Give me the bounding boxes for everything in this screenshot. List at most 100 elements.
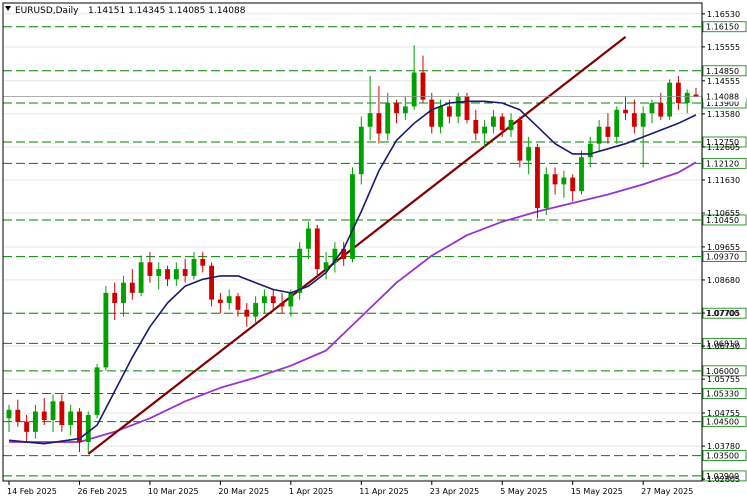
candle[interactable] [455,92,461,124]
candle-body [41,411,47,420]
candle[interactable] [438,99,443,134]
candle-body [623,109,628,114]
candle[interactable] [288,289,294,317]
candle[interactable] [235,292,241,317]
candle[interactable] [667,79,672,120]
candle[interactable] [411,45,417,110]
candle[interactable] [332,242,338,273]
candle[interactable] [24,414,30,443]
candle[interactable] [631,99,637,134]
candle[interactable] [464,92,470,124]
candle[interactable] [605,113,611,144]
collapse-arrow-icon[interactable] [5,6,11,11]
candle[interactable] [517,116,523,168]
candle[interactable] [491,109,496,134]
candle[interactable] [552,167,558,195]
candle[interactable] [587,136,593,168]
candle[interactable] [209,262,214,307]
candle-body [50,401,56,420]
candle[interactable] [94,364,100,419]
x-tick-label: 23 Apr 2025 [430,487,479,496]
candle[interactable] [420,55,426,104]
candle[interactable] [314,225,320,276]
candle[interactable] [394,99,399,124]
candle[interactable] [526,136,532,175]
candle[interactable] [173,262,179,287]
candle[interactable] [358,116,364,185]
candle-body [200,258,206,266]
candle[interactable] [147,252,153,283]
candle[interactable] [226,289,232,310]
grid-layer [3,13,702,480]
candle[interactable] [77,408,82,453]
candle[interactable] [579,150,584,195]
candle-body [640,113,646,127]
candle[interactable] [121,275,126,317]
candle[interactable] [614,106,620,144]
candle[interactable] [675,75,681,110]
y-tick-label: 1.15555 [707,43,740,52]
candle[interactable] [306,221,311,259]
candle[interactable] [191,252,197,280]
candle[interactable] [244,303,250,327]
level-label: 1.16150 [706,23,739,32]
candle[interactable] [350,167,355,263]
candle[interactable] [543,167,549,215]
candle[interactable] [217,292,223,314]
candle[interactable] [129,269,135,300]
candle[interactable] [59,394,65,432]
level-label: 1.02900 [706,472,739,481]
level-label: 1.06000 [706,367,739,376]
candle[interactable] [684,89,690,114]
level-label-box [702,337,747,349]
candle-body [217,299,223,304]
candle-body [15,409,21,422]
candle[interactable] [367,75,373,141]
candle-body [306,228,311,249]
candle[interactable] [103,286,109,371]
candle[interactable] [570,174,576,202]
candle[interactable] [262,289,267,314]
candle[interactable] [693,87,699,97]
level-label: 1.03500 [706,452,739,461]
candle[interactable] [138,255,144,297]
candle[interactable] [473,109,479,141]
candle[interactable] [658,92,664,120]
candle[interactable] [279,292,285,314]
candle[interactable] [499,113,505,137]
candle[interactable] [165,265,170,287]
candle[interactable] [6,404,12,432]
candle-body [165,269,170,280]
candle[interactable] [561,170,567,198]
candle[interactable] [596,119,602,151]
candle[interactable] [41,397,47,426]
candle[interactable] [323,252,329,280]
candle[interactable] [508,113,514,137]
candle[interactable] [341,242,347,266]
candle[interactable] [429,92,435,134]
candle[interactable] [182,258,188,283]
x-tick-label: 15 May 2025 [571,487,623,496]
candle[interactable] [200,252,206,273]
candle[interactable] [376,86,382,144]
candle[interactable] [156,262,162,290]
candle[interactable] [112,282,118,320]
candle[interactable] [15,399,21,427]
fast-moving-average-line[interactable] [8,100,697,445]
candle[interactable] [385,92,391,141]
candle[interactable] [482,119,488,148]
candle[interactable] [649,99,655,124]
trendline[interactable] [87,36,627,455]
candle[interactable] [50,394,56,432]
candle-body [367,113,373,127]
candle[interactable] [33,404,38,439]
candle[interactable] [68,404,74,436]
candle[interactable] [253,296,259,324]
slow-moving-average-line[interactable] [9,161,697,443]
candle[interactable] [270,289,276,310]
current-price-label: 1.14088 [706,93,739,102]
candle[interactable] [535,143,540,219]
candle[interactable] [402,96,408,120]
candle[interactable] [623,96,628,120]
